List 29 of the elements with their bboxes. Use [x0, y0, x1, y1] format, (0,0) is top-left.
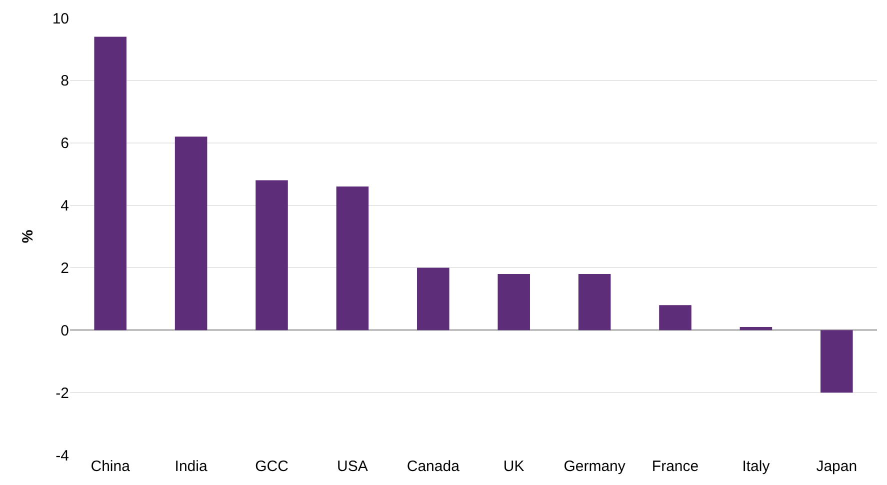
- x-tick-label: GCC: [255, 458, 289, 475]
- x-tick-label: France: [652, 458, 699, 475]
- y-tick-label: -4: [56, 447, 69, 464]
- y-tick-label: 8: [60, 72, 69, 90]
- bar: [820, 330, 853, 393]
- x-tick-label: Japan: [816, 458, 858, 475]
- bar: [659, 305, 692, 330]
- bar: [498, 274, 530, 330]
- bar: [740, 327, 772, 330]
- y-tick-label: 10: [52, 10, 69, 28]
- x-tick-label: Germany: [564, 458, 626, 475]
- y-tick-label: 6: [60, 135, 69, 152]
- y-axis-title: %: [20, 230, 37, 244]
- bar: [417, 268, 450, 330]
- x-tick-label: UK: [503, 458, 524, 475]
- x-tick-label: Canada: [406, 458, 460, 475]
- bar: [256, 180, 288, 330]
- x-tick-label: USA: [337, 458, 368, 475]
- x-tick-label: Italy: [742, 458, 770, 475]
- bar: [174, 136, 208, 330]
- y-tick-label: 4: [60, 198, 69, 215]
- y-tick-label: 2: [60, 260, 69, 277]
- x-tick-label: India: [174, 458, 208, 475]
- bar: [336, 186, 369, 330]
- y-tick-label: -2: [56, 384, 69, 402]
- x-tick-label: China: [90, 458, 131, 475]
- y-tick-label: 0: [60, 322, 69, 340]
- bar: [94, 36, 126, 330]
- bar: [578, 274, 611, 330]
